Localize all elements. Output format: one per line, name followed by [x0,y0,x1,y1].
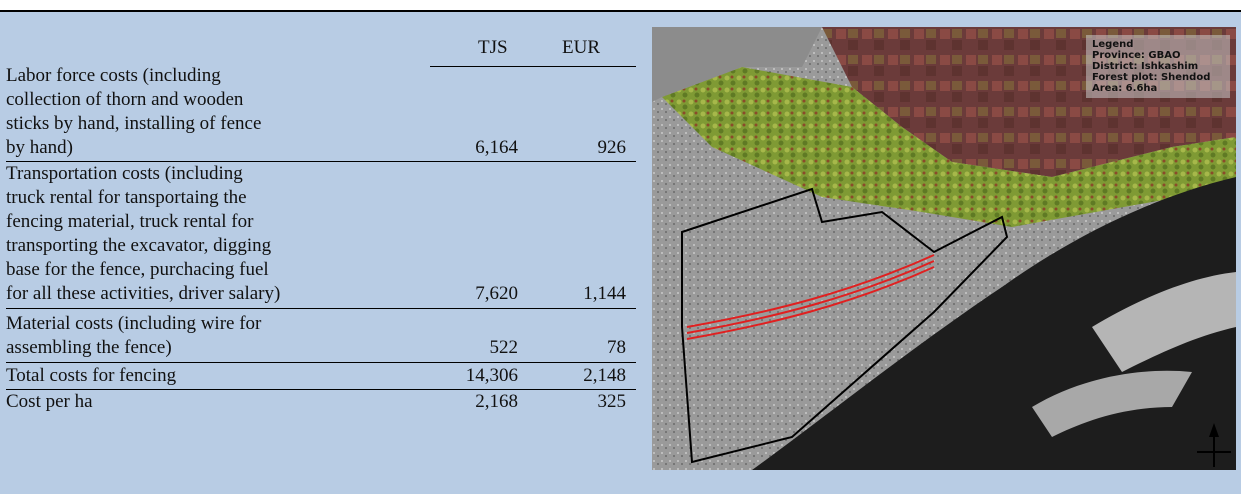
top-rule [0,10,1241,12]
table-row-material: Material costs (including wire for assem… [6,312,636,363]
row-separator [6,362,636,363]
legend-title: Legend [1092,39,1134,50]
legend-forest-plot: Forest plot: Shendod [1092,72,1211,83]
row-separator [6,389,636,390]
row-value-eur: 325 [597,391,627,412]
legend-district: District: Ishkashim [1092,61,1199,72]
row-separator [6,161,636,162]
row-value-tjs: 2,168 [475,391,518,412]
row-value-tjs: 6,164 [475,137,518,158]
row-label: Cost per ha [6,391,93,412]
row-value-eur: 78 [607,337,626,358]
row-value-tjs: 522 [489,337,519,358]
header-eur: EUR [562,37,600,58]
row-value-tjs: 14,306 [465,365,518,386]
satellite-image [652,27,1236,470]
header-rule [430,66,636,67]
row-value-tjs: 7,620 [475,283,518,304]
north-arrow-icon [1197,423,1231,467]
row-label: Labor force costs (including collection … [6,65,262,158]
header-tjs: TJS [478,37,508,58]
row-value-eur: 2,148 [583,365,626,386]
table-row-transportation: Transportation costs (including truck re… [6,162,636,309]
row-label: Material costs (including wire for assem… [6,313,262,358]
row-separator [6,308,636,309]
table-row-labor: Labor force costs (including collection … [6,64,636,162]
forest-plot-map: Legend Province: GBAO District: Ishkashi… [652,27,1236,470]
row-value-eur: 926 [597,137,627,158]
table-row-cost-per-ha: Cost per ha 2,168 325 [6,390,636,414]
row-label: Total costs for fencing [6,365,177,386]
legend-province: Province: GBAO [1092,50,1181,61]
row-label: Transportation costs (including truck re… [6,163,281,304]
row-value-eur: 1,144 [583,283,626,304]
legend-area: Area: 6.6ha [1092,83,1158,94]
map-legend: Legend Province: GBAO District: Ishkashi… [1086,35,1230,98]
table-row-total: Total costs for fencing 14,306 2,148 [6,364,636,390]
